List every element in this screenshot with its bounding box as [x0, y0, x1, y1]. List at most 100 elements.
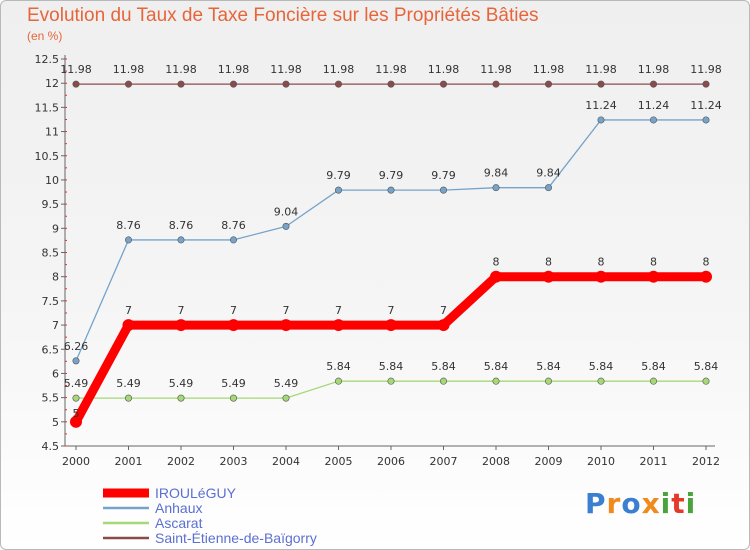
data-label: 8: [598, 256, 605, 269]
data-point: [175, 319, 187, 332]
data-point: [72, 394, 80, 402]
data-label: 7: [388, 304, 395, 317]
data-label: 5.84: [589, 360, 614, 373]
data-label: 5.84: [641, 360, 666, 373]
data-label: 11.98: [533, 63, 565, 76]
data-label: 9.79: [431, 169, 456, 182]
y-tick-label: 9: [52, 222, 59, 235]
data-label: 9.79: [326, 169, 351, 182]
data-point: [439, 377, 447, 385]
data-label: 7: [230, 304, 237, 317]
y-tick-label: 4.5: [42, 440, 60, 453]
x-tick-label: 2012: [692, 455, 720, 468]
data-label: 7: [125, 304, 132, 317]
data-label: 11.98: [165, 63, 197, 76]
data-point: [227, 319, 240, 332]
data-point: [282, 80, 290, 88]
data-label: 5.49: [169, 377, 194, 390]
data-point: [280, 319, 292, 332]
data-point: [230, 236, 238, 244]
y-tick-label: 5.5: [42, 392, 60, 405]
data-label: 8: [545, 256, 552, 269]
y-tick-label: 7.5: [42, 295, 60, 308]
data-point: [647, 270, 660, 283]
data-label: 11.98: [375, 63, 407, 76]
logo-letter: t: [671, 487, 686, 520]
data-point: [597, 377, 605, 385]
data-point: [439, 80, 447, 88]
data-label: 11.98: [480, 63, 512, 76]
data-point: [542, 270, 555, 283]
data-point: [649, 80, 657, 88]
y-tick-label: 7: [52, 319, 59, 332]
data-label: 8.76: [169, 219, 194, 232]
x-tick-label: 2000: [62, 455, 90, 468]
data-point: [332, 319, 345, 332]
logo-letter: r: [606, 487, 622, 520]
data-label: 11.98: [218, 63, 250, 76]
x-tick-label: 2002: [167, 455, 195, 468]
y-tick-label: 8.5: [42, 247, 60, 260]
data-point: [544, 184, 552, 192]
x-tick-label: 2006: [377, 455, 405, 468]
data-point: [490, 270, 502, 283]
y-tick-label: 8: [52, 271, 59, 284]
y-tick-label: 6.5: [42, 343, 60, 356]
x-tick-label: 2009: [535, 455, 563, 468]
data-point: [72, 357, 80, 365]
data-point: [544, 377, 552, 385]
logo-letter: i: [660, 487, 672, 520]
legend-label: Ascarat: [155, 515, 203, 531]
data-point: [125, 80, 133, 88]
data-label: 7: [283, 304, 290, 317]
data-point: [125, 236, 133, 244]
data-point: [334, 80, 342, 88]
data-point: [387, 377, 395, 385]
data-point: [439, 186, 447, 194]
data-point: [72, 80, 80, 88]
data-point: [700, 270, 712, 283]
data-point: [230, 80, 238, 88]
data-point: [177, 236, 185, 244]
chart-title: Evolution du Taux de Taxe Foncière sur l…: [27, 5, 539, 26]
data-point: [387, 186, 395, 194]
data-label: 11.98: [323, 63, 355, 76]
data-label: 7: [440, 304, 447, 317]
x-tick-label: 2004: [272, 455, 300, 468]
data-point: [597, 116, 605, 124]
data-point: [702, 377, 710, 385]
data-point: [125, 394, 133, 402]
data-point: [702, 80, 710, 88]
data-point: [282, 394, 290, 402]
data-point: [70, 415, 82, 428]
data-label: 8: [650, 256, 657, 269]
chart-unit-label: (en %): [27, 29, 63, 43]
y-tick-label: 12: [45, 77, 59, 90]
y-tick-label: 11.5: [35, 101, 60, 114]
data-label: 8.76: [116, 219, 141, 232]
proxiti-logo: Proxiti: [585, 487, 696, 520]
data-point: [387, 80, 395, 88]
data-label: 5.84: [536, 360, 561, 373]
data-label: 11.98: [60, 63, 92, 76]
data-label: 5.84: [431, 360, 456, 373]
data-label: 11.24: [690, 99, 722, 112]
legend-label: IROULéGUY: [155, 485, 237, 501]
x-tick-label: 2003: [220, 455, 248, 468]
x-tick-label: 2011: [640, 455, 668, 468]
legend-label: Saint-Étienne-de-Baïgorry: [155, 530, 317, 546]
data-point: [122, 319, 135, 332]
data-point: [334, 377, 342, 385]
data-label: 5.49: [221, 377, 246, 390]
x-axis-ticks: 2000 2001 2002 2003 2004 2005 2006 2007 2008 2009…: [62, 446, 720, 468]
data-point: [492, 184, 500, 192]
x-tick-label: 2007: [430, 455, 458, 468]
data-label: 8.76: [221, 219, 246, 232]
y-tick-label: 11: [45, 126, 59, 139]
data-point: [385, 319, 397, 332]
data-point: [177, 394, 185, 402]
data-point: [282, 222, 290, 230]
x-tick-label: 2008: [482, 455, 510, 468]
